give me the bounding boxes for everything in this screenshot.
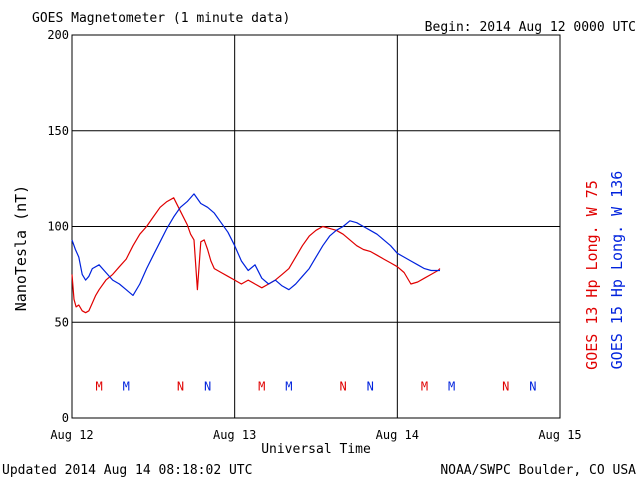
marker-m: M	[421, 379, 428, 393]
x-tick-label: Aug 14	[376, 428, 419, 442]
marker-n: N	[367, 379, 374, 393]
footer-credit: NOAA/SWPC Boulder, CO USA	[440, 463, 636, 478]
series-line-goes13	[71, 197, 441, 314]
footer-updated: Updated 2014 Aug 14 08:18:02 UTC	[2, 463, 252, 478]
marker-m: M	[123, 379, 130, 393]
grid	[72, 35, 560, 418]
plot-frame	[71, 34, 561, 419]
y-tick-label: 50	[55, 315, 69, 329]
y-axis-label: NanoTesla (nT)	[12, 185, 30, 311]
series-line-goes15	[71, 193, 440, 296]
marker-m: M	[95, 379, 102, 393]
y-tick-label: 100	[47, 220, 69, 234]
x-tick-label: Aug 13	[213, 428, 256, 442]
marker-n: N	[204, 379, 211, 393]
marker-n: N	[502, 379, 509, 393]
marker-n: N	[339, 379, 346, 393]
legend-goes15: GOES 15 Hp Long. W 136	[608, 171, 626, 370]
x-axis-ticks: Aug 12 Aug 13 Aug 14 Aug 15	[50, 428, 581, 442]
legend-goes13: GOES 13 Hp Long. W 75	[583, 180, 601, 370]
y-axis-ticks: 0 50 100 150 200	[47, 28, 69, 425]
x-axis-label: Universal Time	[261, 442, 371, 457]
y-tick-label: 0	[62, 411, 69, 425]
marker-m: M	[285, 379, 292, 393]
x-tick-label: Aug 12	[50, 428, 93, 442]
begin-label: Begin: 2014 Aug 12 0000 UTC	[425, 20, 636, 35]
marker-m: M	[258, 379, 265, 393]
series-lines	[71, 193, 441, 314]
marker-n: N	[177, 379, 184, 393]
marker-m: M	[448, 379, 455, 393]
marker-n: N	[529, 379, 536, 393]
chart-title: GOES Magnetometer (1 minute data)	[32, 11, 290, 26]
y-tick-label: 200	[47, 28, 69, 42]
x-tick-label: Aug 15	[538, 428, 581, 442]
y-tick-label: 150	[47, 124, 69, 138]
